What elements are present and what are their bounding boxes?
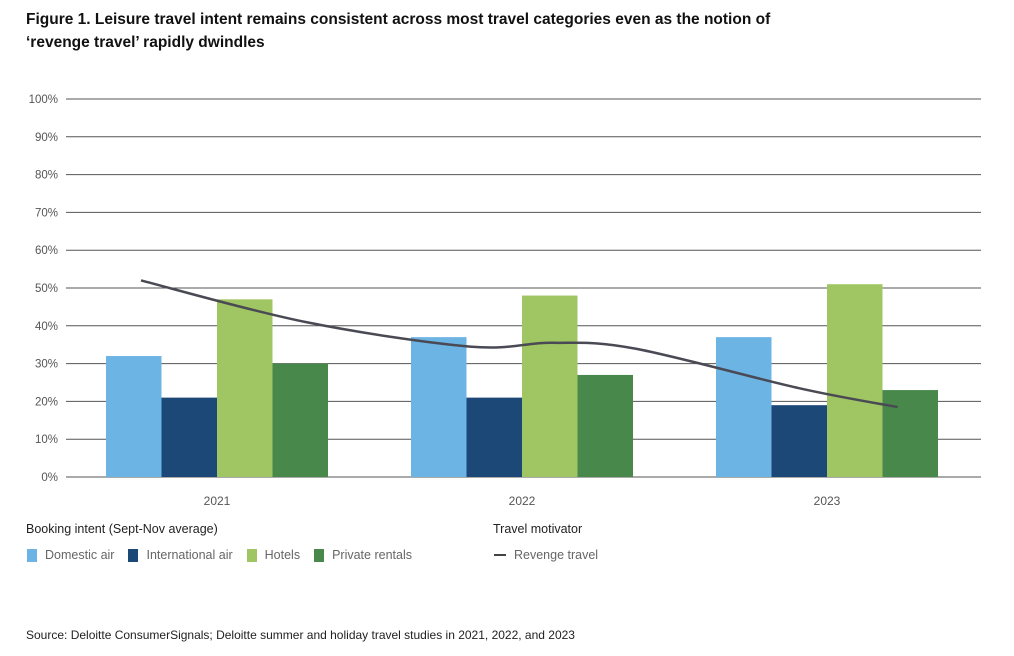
x-tick-label: 2023 xyxy=(814,494,841,508)
y-tick-label: 60% xyxy=(35,245,58,257)
legend-item-hotels: Hotels xyxy=(246,548,301,562)
bar-domestic-air-2021 xyxy=(106,356,162,477)
x-tick-label: 2021 xyxy=(204,494,231,508)
revenge-travel-line xyxy=(140,279,898,409)
bar-private-rentals-2021 xyxy=(272,363,328,477)
bars xyxy=(106,284,938,477)
y-tick-label: 80% xyxy=(35,170,58,182)
legend-swatch xyxy=(27,548,37,562)
bar-private-rentals-2022 xyxy=(577,374,633,477)
legend-label: Hotels xyxy=(264,548,301,562)
bar-international-air-2021 xyxy=(161,397,217,477)
legend-label: International air xyxy=(146,548,233,562)
y-tick-label: 100% xyxy=(29,94,58,106)
x-tick-label: 2022 xyxy=(509,494,536,508)
y-tick-label: 70% xyxy=(35,207,58,219)
legend-line-swatch xyxy=(494,554,506,556)
legend-label: Private rentals xyxy=(332,548,412,562)
y-tick-label: 30% xyxy=(35,359,58,371)
y-tick-label: 0% xyxy=(41,472,58,484)
y-tick-label: 10% xyxy=(35,434,58,446)
y-tick-label: 50% xyxy=(35,283,58,295)
bar-international-air-2022 xyxy=(466,397,522,477)
legend-item-international-air: International air xyxy=(128,548,233,562)
bar-hotels-2021 xyxy=(217,299,273,477)
legend-label: Domestic air xyxy=(45,548,115,562)
legend-label: Revenge travel xyxy=(514,548,599,562)
legend-swatch xyxy=(128,548,139,562)
bar-international-air-2023 xyxy=(771,405,827,477)
legend-bars-title: Booking intent (Sept-Nov average) xyxy=(26,522,218,536)
legend-line: Revenge travel xyxy=(494,548,612,562)
legend-item-private-rentals: Private rentals xyxy=(314,548,412,562)
bar-private-rentals-2023 xyxy=(882,390,938,477)
bar-domestic-air-2022 xyxy=(411,337,467,477)
legend-swatch xyxy=(314,548,325,562)
y-tick-label: 40% xyxy=(35,321,58,333)
legend-bars: Domestic air International air Hotels Pr… xyxy=(27,548,426,562)
x-axis-ticks: 2021 2022 2023 xyxy=(204,494,841,508)
y-tick-label: 20% xyxy=(35,396,58,408)
bar-hotels-2023 xyxy=(827,284,883,477)
legend-item-revenge-travel: Revenge travel xyxy=(494,548,598,562)
bar-hotels-2022 xyxy=(522,295,578,477)
legend-item-domestic-air: Domestic air xyxy=(27,548,114,562)
bar-domestic-air-2023 xyxy=(716,337,772,477)
legend-line-title: Travel motivator xyxy=(493,522,583,536)
source-note: Source: Deloitte ConsumerSignals; Deloit… xyxy=(26,628,575,642)
legend-swatch xyxy=(246,548,257,562)
chart-svg: 0%10%20%30%40%50%60%70%80%90%100% 2021 20… xyxy=(29,94,981,508)
chart-title: Figure 1. Leisure travel intent remains … xyxy=(26,11,771,51)
y-tick-label: 90% xyxy=(35,132,58,144)
